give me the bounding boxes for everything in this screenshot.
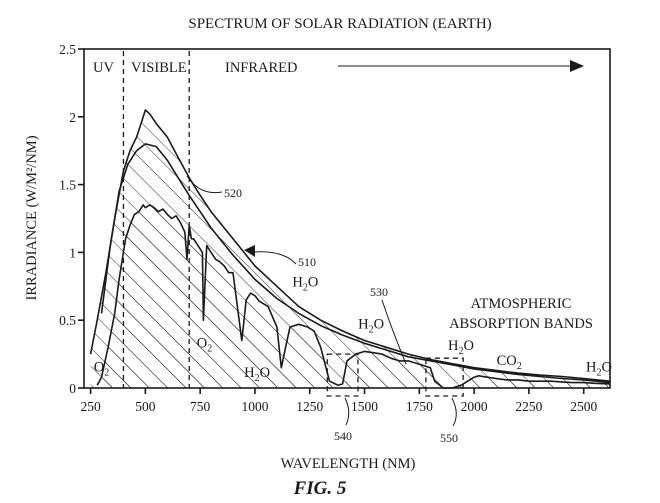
x-tick-label: 2500 (570, 399, 597, 414)
x-axis-ticks: 250 500 750 1000 1250 1500 1750 2000 2250 2500 (80, 388, 597, 414)
y-axis-label: IRRADIANCE (W/M²/NM) (24, 135, 40, 300)
y-tick-label: 1.5 (59, 178, 76, 193)
y-tick-label: 1 (69, 245, 76, 260)
ref-label-540: 540 (334, 429, 352, 443)
series-530-line (96, 204, 611, 389)
x-tick-label: 500 (135, 399, 156, 414)
atmospheric-label-line1: ATMOSPHERIC (471, 296, 572, 312)
x-tick-label: 2000 (461, 399, 488, 414)
chart-title: SPECTRUM OF SOLAR RADIATION (EARTH) (188, 16, 491, 32)
arrow-510 (244, 245, 255, 257)
molecule-annotation: H2O (244, 365, 270, 384)
region-label-visible: VISIBLE (131, 60, 187, 76)
molecule-annotation: H2O (586, 360, 612, 379)
leader-520 (186, 175, 223, 194)
region-label-infrared: INFRARED (225, 60, 298, 76)
infrared-arrow-head (570, 60, 584, 72)
x-tick-label: 250 (80, 399, 101, 414)
leader-530 (381, 299, 407, 365)
y-tick-label: 2.5 (59, 42, 76, 57)
plot-frame (83, 48, 611, 389)
x-tick-label: 1500 (351, 399, 378, 414)
y-tick-label: 0 (69, 381, 76, 396)
ref-label-510: 510 (298, 255, 316, 269)
region-label-uv: UV (93, 60, 114, 76)
molecule-annotation: H2O (292, 274, 318, 293)
molecule-annotation: O2 (94, 360, 109, 379)
x-axis-label: WAVELENGTH (NM) (281, 456, 416, 472)
leader-540 (344, 397, 350, 426)
molecule-annotation: O2 (197, 335, 212, 354)
molecule-annotations: O2 O2 H2O H2O H2O H2O CO2 H2O (94, 274, 612, 384)
series-510-line (89, 109, 611, 382)
y-tick-label: 0.5 (59, 313, 76, 328)
absorption-box-550 (425, 357, 464, 397)
figure-label: FIG. 5 (293, 478, 347, 499)
y-axis-ticks: 0 0.5 1 1.5 2 2.5 (59, 42, 84, 396)
series-520-line (100, 143, 611, 384)
x-tick-label: 2250 (515, 399, 542, 414)
ref-label-550: 550 (440, 431, 458, 445)
x-tick-label: 1750 (406, 399, 433, 414)
x-tick-label: 1000 (241, 399, 268, 414)
ref-label-520: 520 (224, 186, 242, 200)
leader-550 (451, 397, 457, 427)
ref-label-530: 530 (370, 285, 388, 299)
leader-510 (253, 251, 297, 265)
molecule-annotation: CO2 (497, 353, 522, 372)
molecule-annotation: H2O (448, 338, 474, 357)
x-tick-label: 1250 (296, 399, 323, 414)
x-tick-label: 750 (190, 399, 211, 414)
molecule-annotation: H2O (358, 316, 384, 335)
y-tick-label: 2 (69, 110, 76, 125)
series-530-area (97, 204, 610, 388)
atmospheric-label-line2: ABSORPTION BANDS (449, 316, 593, 332)
